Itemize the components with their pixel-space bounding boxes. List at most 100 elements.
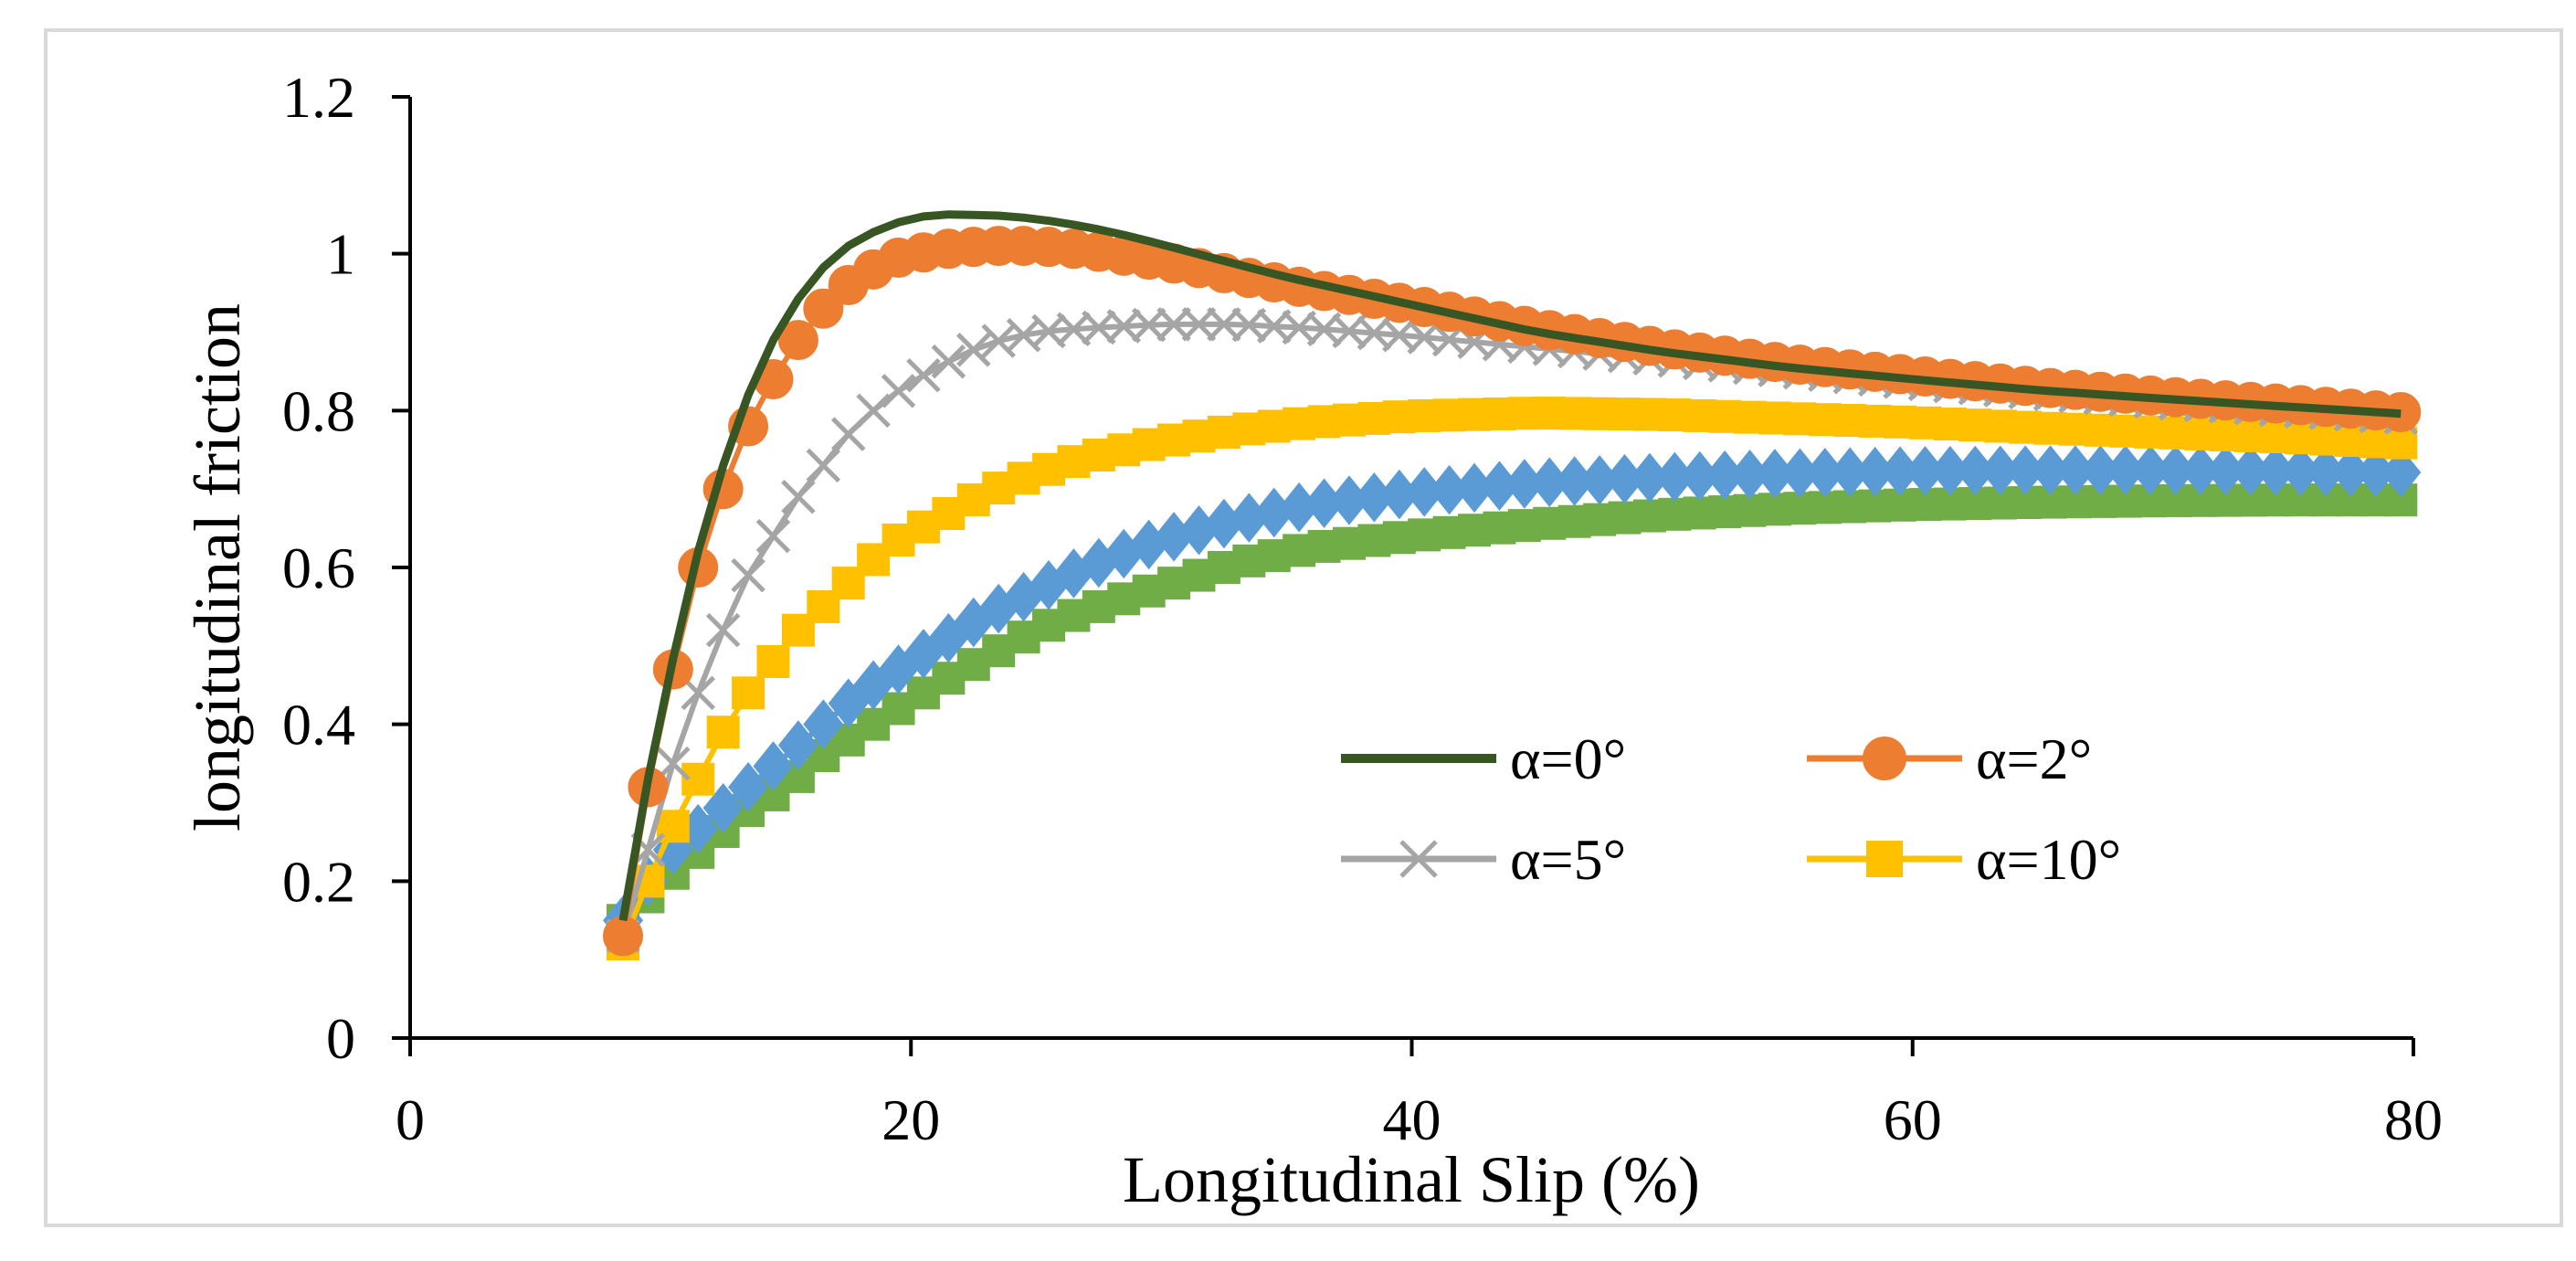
series-point [1203, 498, 1244, 549]
series-point [1604, 453, 1645, 504]
series-point [1131, 307, 1167, 343]
series-point [1654, 451, 1695, 503]
series-point [2330, 447, 2371, 497]
series-point [706, 715, 740, 749]
series-point [2255, 446, 2296, 496]
series-0 [618, 210, 2402, 922]
series-point [1304, 478, 1345, 529]
series-point [1629, 452, 1670, 503]
series-point [1705, 450, 1746, 501]
series-point [2381, 447, 2422, 498]
series-point [1253, 487, 1294, 538]
series-point [1830, 447, 1871, 497]
series-point [777, 320, 818, 361]
legend-label: α=0° [1510, 726, 1626, 791]
series-point [906, 357, 941, 393]
series-point [2180, 445, 2221, 496]
x-tick-label: 60 [1884, 1087, 1942, 1152]
series-point [753, 741, 794, 791]
series-point [756, 645, 790, 678]
y-tick-label: 1 [326, 222, 355, 287]
series-point [803, 288, 844, 329]
legend-label: α=5° [1510, 827, 1626, 892]
legend-swatch-marker [1863, 736, 1906, 780]
x-tick-label: 20 [882, 1087, 940, 1152]
series-point [1404, 467, 1445, 517]
x-tick-label: 0 [396, 1087, 425, 1152]
series-point [1554, 456, 1595, 506]
y-tick-label: 0.4 [282, 693, 355, 758]
series-point [1156, 307, 1191, 342]
series-point [755, 518, 791, 554]
series-point [2355, 447, 2396, 497]
legend-label: α=2° [1976, 726, 2092, 791]
series-point [1905, 446, 1946, 496]
series-point [856, 393, 891, 429]
series-point [2280, 446, 2321, 496]
series-line [618, 210, 2402, 922]
series-point [2005, 445, 2046, 495]
series-point [881, 374, 916, 408]
series-point [1679, 450, 1720, 502]
series-point [2030, 445, 2071, 495]
series-point [731, 557, 765, 593]
legend-swatch-marker [1399, 840, 1438, 878]
x-tick-label: 80 [2384, 1087, 2443, 1152]
series-point [2130, 445, 2171, 495]
series-4 [603, 445, 2422, 946]
series-point [1504, 459, 1545, 509]
series-point [1880, 446, 1921, 496]
series-point [1181, 307, 1217, 342]
y-tick-label: 1.2 [282, 65, 355, 130]
series-point [777, 720, 818, 770]
chart-frame [44, 28, 2563, 1227]
series-point [1328, 475, 1369, 525]
series-point [1579, 455, 1621, 505]
x-tick-label: 40 [1383, 1087, 1441, 1152]
series-point [2205, 445, 2246, 496]
y-tick-label: 0.2 [282, 849, 355, 914]
x-axis-ticks: 0 20 40 60 80 [396, 1038, 2443, 1152]
series-point [803, 699, 844, 749]
series-point [603, 916, 644, 957]
y-axis-title: longitudinal friction [181, 303, 254, 832]
series-point [2054, 445, 2096, 495]
series-point [1729, 450, 1770, 500]
series-point [1929, 445, 1970, 496]
series-point [705, 612, 741, 648]
series-point [1279, 482, 1320, 533]
series-point [1980, 445, 2021, 496]
y-tick-label: 0 [326, 1006, 355, 1071]
series-point [2306, 446, 2347, 497]
series-point [1529, 457, 1570, 507]
series-point [1804, 447, 1845, 498]
series-layer [603, 210, 2422, 960]
legend-item: α=5° [1341, 827, 1626, 892]
series-point [2080, 445, 2121, 495]
series-point [806, 448, 841, 483]
y-tick-label: 0.6 [282, 535, 355, 600]
legend-item: α=2° [1807, 726, 2092, 791]
series-point [1429, 464, 1470, 515]
legend-label: α=10° [1976, 827, 2121, 892]
series-point [1207, 307, 1241, 342]
series-point [956, 333, 991, 367]
series-point [1479, 461, 1520, 511]
legend-item: α=10° [1807, 827, 2121, 892]
series-point [728, 762, 769, 812]
series-point [1229, 493, 1270, 543]
y-tick-label: 0.8 [282, 378, 355, 443]
series-point [732, 676, 765, 710]
series-point [2230, 445, 2271, 496]
y-axis-ticks: 0 0.2 0.4 0.6 0.8 1 1.2 [282, 65, 410, 1071]
legend-item: α=0° [1341, 726, 1626, 791]
series-point [1754, 449, 1795, 499]
legend: α=0° α=2° α=5° α=10° [1341, 726, 2121, 892]
x-axis-title: Longitudinal Slip (%) [1123, 1143, 1700, 1216]
series-point [1378, 469, 1420, 520]
series-point [2155, 445, 2196, 495]
series-point [1779, 448, 1821, 499]
series-point [781, 479, 816, 514]
series-point [1454, 462, 1495, 514]
